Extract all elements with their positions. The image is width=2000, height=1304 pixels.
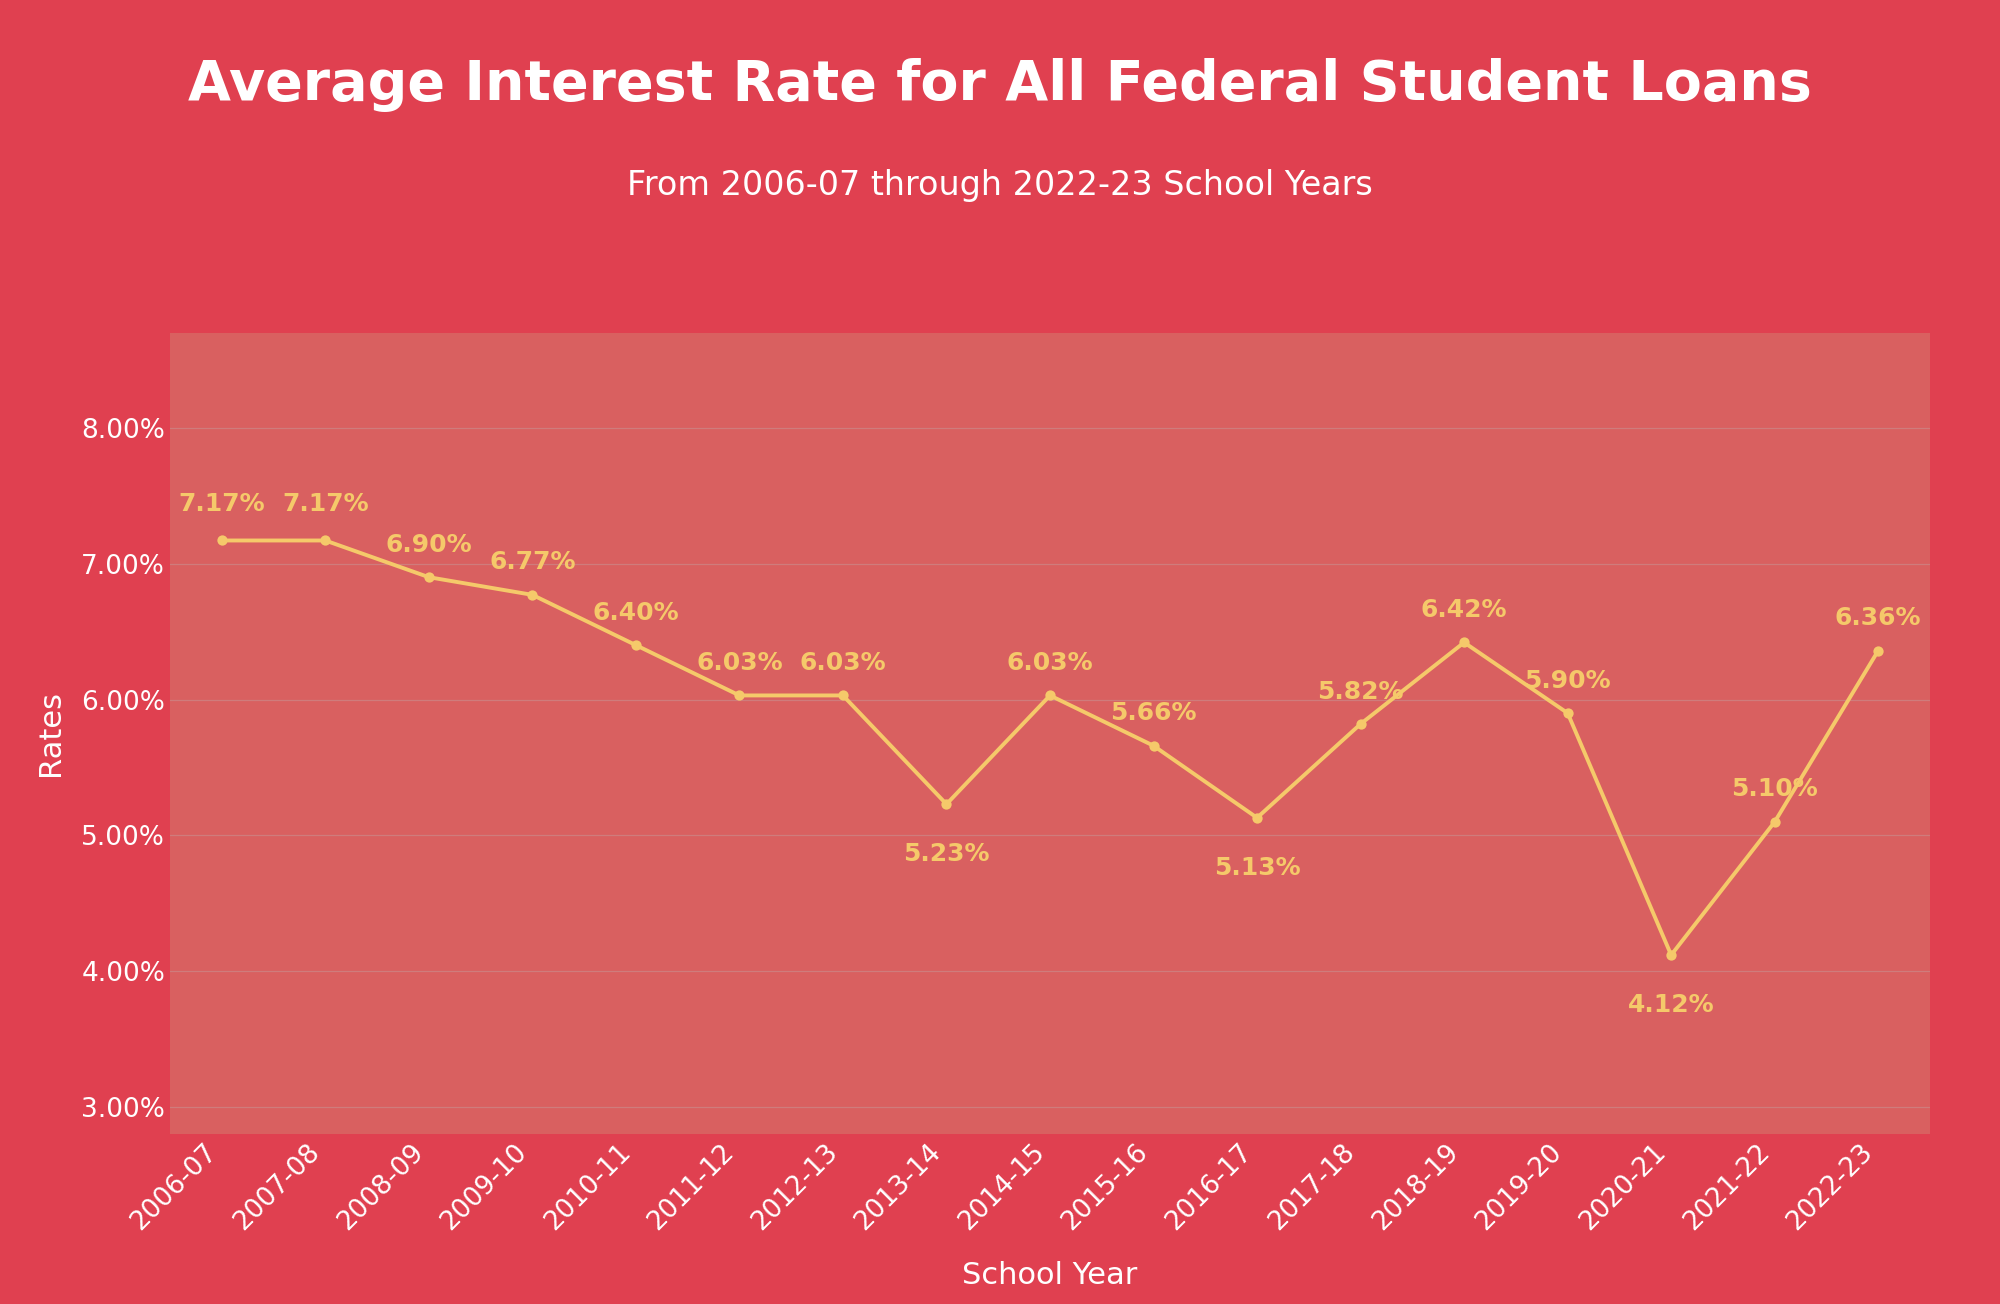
Point (1656, 944, 1688, 965)
Point (1034, 685, 1066, 705)
Point (724, 685, 756, 705)
Text: 6.03%: 6.03% (696, 651, 782, 675)
Point (826, 685, 858, 705)
Text: 5.10%: 5.10% (1732, 777, 1818, 802)
Text: 5.82%: 5.82% (1318, 679, 1404, 704)
Point (1242, 807, 1274, 828)
Text: 7.17%: 7.17% (178, 492, 266, 516)
Point (412, 567, 444, 588)
Text: From 2006-07 through 2022-23 School Years: From 2006-07 through 2022-23 School Year… (628, 168, 1372, 202)
Text: 6.90%: 6.90% (386, 533, 472, 557)
Point (1552, 703, 1584, 724)
Text: 5.90%: 5.90% (1524, 669, 1610, 692)
Text: 5.66%: 5.66% (1110, 702, 1196, 725)
Text: 6.03%: 6.03% (800, 651, 886, 675)
Text: Average Interest Rate for All Federal Student Loans: Average Interest Rate for All Federal St… (188, 57, 1812, 112)
Point (1448, 632, 1480, 653)
Text: 6.40%: 6.40% (592, 601, 680, 625)
Text: 5.13%: 5.13% (1214, 855, 1300, 880)
Text: 6.36%: 6.36% (1834, 606, 1922, 630)
Text: 6.42%: 6.42% (1420, 599, 1508, 622)
Point (1344, 713, 1376, 734)
Point (930, 794, 962, 815)
Text: 4.12%: 4.12% (1628, 994, 1714, 1017)
Point (1138, 735, 1170, 756)
Text: 7.17%: 7.17% (282, 492, 368, 516)
Point (206, 529, 238, 550)
Point (310, 529, 342, 550)
Point (1758, 811, 1790, 832)
Text: 6.03%: 6.03% (1006, 651, 1094, 675)
Text: 6.77%: 6.77% (490, 550, 576, 575)
Point (1862, 640, 1894, 661)
Text: 5.23%: 5.23% (904, 842, 990, 866)
Point (620, 635, 652, 656)
Y-axis label: Rates: Rates (36, 691, 64, 776)
Point (516, 584, 548, 605)
X-axis label: School Year: School Year (962, 1261, 1138, 1290)
